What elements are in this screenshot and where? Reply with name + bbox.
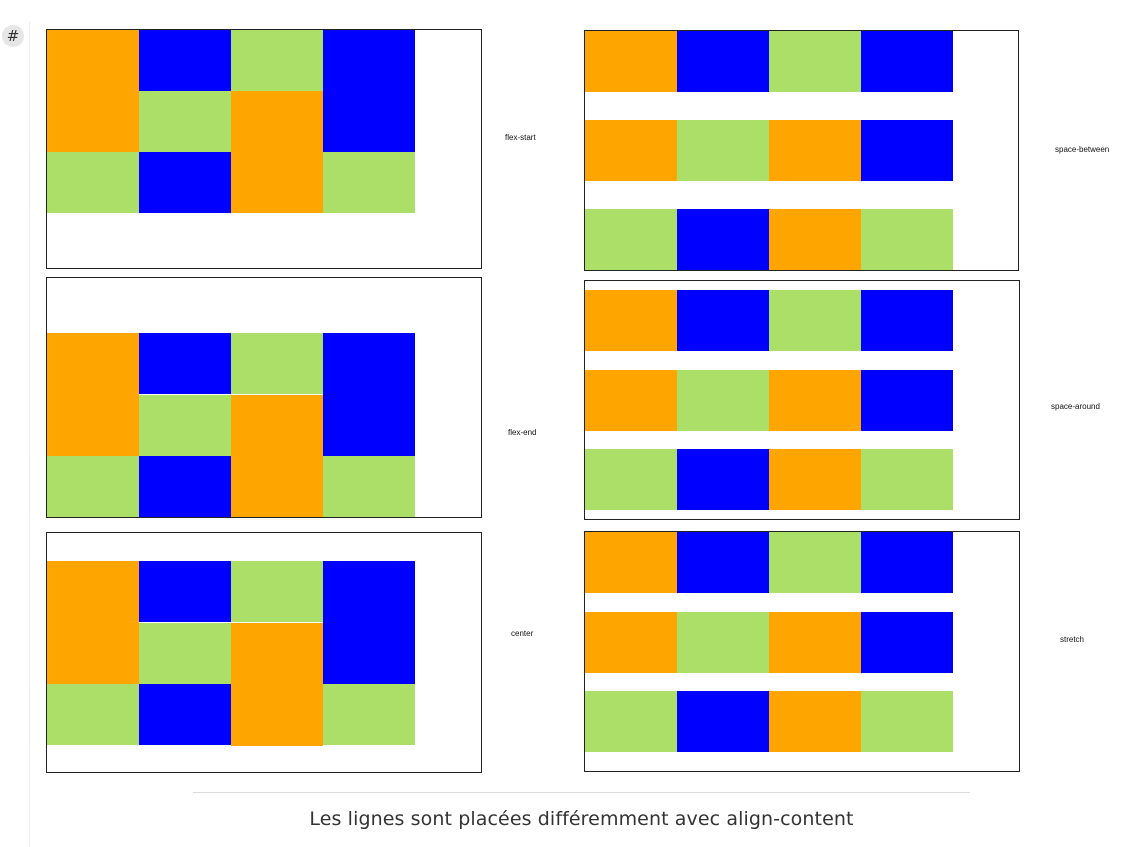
demo-panel-stretch — [584, 531, 1020, 772]
panel-label: space-between — [1055, 145, 1110, 154]
flex-item-blue — [677, 532, 769, 593]
flex-item-green — [231, 561, 323, 622]
flex-item-blue — [323, 561, 415, 684]
demo-panel-space-between — [584, 30, 1019, 271]
flex-item-orange — [769, 370, 861, 431]
flex-item-blue — [861, 370, 953, 431]
flex-item-orange — [585, 290, 677, 351]
flex-item-green — [47, 456, 139, 517]
flex-item-green — [769, 31, 861, 92]
flex-item-orange — [585, 612, 677, 673]
flex-item-green — [585, 449, 677, 510]
flex-item-green — [861, 691, 953, 752]
flex-item-blue — [139, 561, 231, 622]
content-gutter — [29, 22, 30, 847]
flex-item-blue — [139, 152, 231, 213]
flex-item-orange — [769, 209, 861, 270]
flex-item-orange — [47, 333, 139, 456]
flex-item-orange — [585, 31, 677, 92]
panel-label: stretch — [1060, 635, 1085, 644]
flex-item-green — [585, 691, 677, 752]
demo-panel-flex-start — [46, 29, 482, 269]
flex-item-green — [231, 333, 323, 394]
flex-item-orange — [231, 395, 323, 517]
flex-item-green — [323, 684, 415, 745]
flex-item-orange — [585, 120, 677, 181]
flex-item-green — [585, 209, 677, 270]
flex-item-green — [139, 395, 231, 456]
flex-item-blue — [861, 31, 953, 92]
demo-panel-flex-end — [46, 277, 482, 518]
flex-item-orange — [231, 623, 323, 746]
flex-item-orange — [769, 120, 861, 181]
flex-item-orange — [769, 691, 861, 752]
flex-item-green — [677, 120, 769, 181]
flex-item-green — [677, 612, 769, 673]
flex-item-blue — [677, 209, 769, 270]
figure-caption: Les lignes sont placées différemment ave… — [309, 808, 854, 830]
flex-item-orange — [769, 612, 861, 673]
flex-item-blue — [677, 691, 769, 752]
flex-item-blue — [139, 30, 231, 91]
flex-item-green — [231, 30, 323, 91]
flex-item-green — [323, 152, 415, 213]
flex-item-blue — [677, 449, 769, 510]
flex-item-blue — [139, 333, 231, 394]
flex-item-orange — [769, 449, 861, 510]
panel-label: flex-start — [505, 133, 536, 142]
flex-item-blue — [323, 333, 415, 456]
flex-item-blue — [861, 290, 953, 351]
flex-item-blue — [139, 684, 231, 745]
panel-label: flex-end — [508, 428, 537, 437]
panel-label: center — [511, 629, 534, 638]
flex-item-blue — [323, 30, 415, 152]
flex-item-green — [677, 370, 769, 431]
flex-item-green — [861, 449, 953, 510]
flex-item-green — [861, 209, 953, 270]
flex-item-orange — [231, 91, 323, 213]
flex-item-orange — [47, 30, 139, 152]
demo-panel-space-around — [584, 280, 1020, 520]
flex-item-green — [139, 91, 231, 152]
flex-item-green — [323, 456, 415, 517]
flex-item-green — [139, 623, 231, 684]
flex-item-green — [47, 152, 139, 213]
flex-item-blue — [861, 612, 953, 673]
hash-icon[interactable]: # — [2, 25, 24, 47]
flex-item-blue — [139, 456, 231, 517]
flex-item-orange — [47, 561, 139, 684]
panel-label: space-around — [1051, 402, 1100, 411]
flex-item-green — [769, 290, 861, 351]
flex-item-orange — [585, 532, 677, 593]
flex-item-blue — [861, 120, 953, 181]
flex-item-blue — [677, 31, 769, 92]
flex-item-orange — [585, 370, 677, 431]
flex-item-green — [769, 532, 861, 593]
flex-item-blue — [861, 532, 953, 593]
caption-divider — [193, 792, 970, 793]
flex-item-blue — [677, 290, 769, 351]
flex-item-green — [47, 684, 139, 745]
demo-panel-center — [46, 532, 482, 773]
